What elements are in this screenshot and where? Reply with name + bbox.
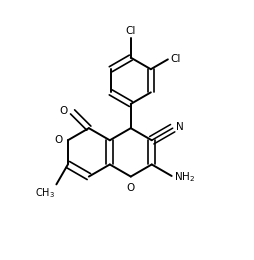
Text: O: O	[127, 183, 135, 193]
Text: N: N	[176, 122, 184, 132]
Text: Cl: Cl	[125, 26, 136, 36]
Text: O: O	[54, 135, 63, 145]
Text: CH$_3$: CH$_3$	[35, 186, 55, 200]
Text: O: O	[60, 106, 68, 116]
Text: NH$_2$: NH$_2$	[174, 170, 195, 184]
Text: Cl: Cl	[170, 54, 180, 64]
